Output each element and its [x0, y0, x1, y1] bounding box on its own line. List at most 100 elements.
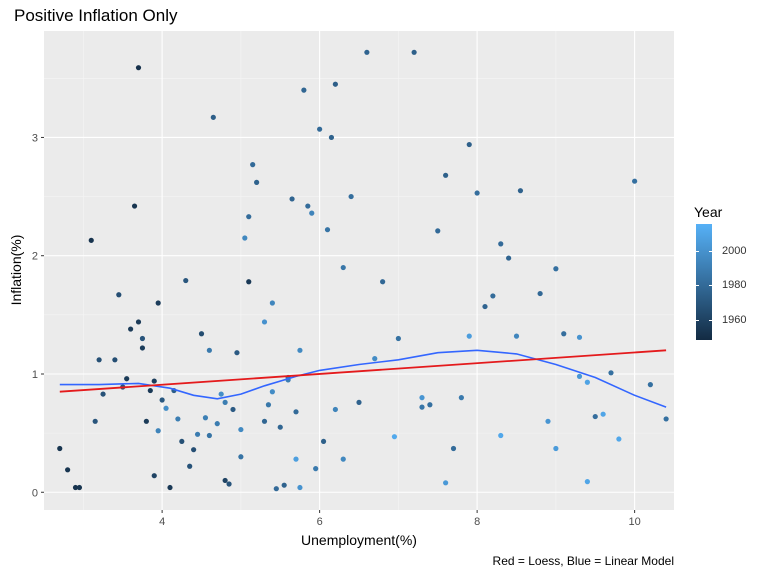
- scatter-point: [242, 235, 248, 241]
- fit-lines: [59, 349, 667, 408]
- scatter-point: [513, 333, 520, 339]
- scatter-point: [261, 418, 268, 424]
- scatter-point: [443, 172, 449, 178]
- scatter-point: [238, 454, 244, 460]
- scatter-point: [246, 214, 252, 220]
- scatter-point: [293, 456, 299, 462]
- scatter-point: [269, 300, 275, 306]
- scatter-point: [328, 134, 335, 141]
- scatter-point: [553, 266, 559, 272]
- scatter-point: [419, 404, 425, 410]
- scatter-point: [498, 241, 504, 247]
- scatter-point: [517, 188, 524, 194]
- scatter-point: [356, 399, 362, 405]
- scatter-point: [584, 479, 590, 485]
- scatter-point: [443, 480, 449, 486]
- scatter-point: [498, 432, 504, 439]
- scatter-point: [155, 428, 161, 434]
- legend-tick-mark: [696, 285, 699, 287]
- scatter-point: [320, 438, 327, 445]
- y-tick-label: 1: [32, 369, 38, 381]
- scatter-point: [187, 463, 193, 469]
- scatter-point: [139, 345, 146, 351]
- scatter-point: [450, 445, 457, 452]
- scatter-point: [151, 473, 157, 479]
- x-tick-label: 8: [474, 516, 480, 528]
- legend: Year 1960 1980 2000: [694, 204, 746, 340]
- scatter-point: [112, 357, 118, 363]
- scatter-point: [175, 416, 181, 422]
- scatter-point: [139, 335, 146, 342]
- scatter-point: [202, 415, 209, 421]
- scatter-point: [269, 389, 275, 395]
- scatter-point: [222, 477, 228, 484]
- scatter-point: [474, 190, 480, 196]
- scatter-point: [632, 178, 638, 184]
- chart-title: Positive Inflation Only: [14, 6, 178, 25]
- scatter-point: [391, 434, 398, 440]
- y-tick-label: 2: [32, 251, 38, 263]
- scatter-point: [553, 445, 559, 452]
- scatter-point: [297, 484, 303, 491]
- scatter-point: [206, 347, 212, 353]
- scatter-point: [364, 49, 370, 55]
- scatter-point: [246, 279, 252, 285]
- scatter-point: [124, 376, 130, 382]
- scatter-point: [395, 335, 401, 342]
- scatter-point: [592, 413, 598, 420]
- scatter-point: [155, 300, 161, 306]
- scatter-point: [317, 126, 323, 132]
- scatter-point: [600, 411, 606, 417]
- scatter-point: [313, 466, 319, 472]
- scatter-point: [147, 387, 153, 394]
- scatter-point: [210, 114, 216, 120]
- scatter-point: [340, 264, 346, 271]
- scatter-point: [131, 203, 138, 209]
- scatter-point: [116, 292, 122, 298]
- scatter-point: [466, 141, 472, 148]
- scatter-point: [305, 203, 311, 209]
- legend-colorbar: [696, 224, 712, 340]
- scatter-point: [324, 227, 331, 233]
- scatter-point: [135, 319, 142, 325]
- loess-curve: [59, 349, 667, 408]
- scatter-point: [576, 334, 583, 340]
- legend-tick-mark: [696, 251, 699, 253]
- scatter-point: [198, 331, 205, 337]
- scatter-point: [159, 397, 165, 403]
- scatter-point: [96, 357, 102, 363]
- chart-caption: Red = Loess, Blue = Linear Model: [492, 554, 674, 568]
- scatter-point: [411, 49, 417, 55]
- scatter-point: [490, 293, 496, 299]
- scatter-point: [261, 319, 268, 325]
- grid-major: [44, 31, 674, 510]
- legend-tick-mark: [709, 251, 712, 253]
- scatter-point: [458, 395, 464, 401]
- scatter-point: [466, 333, 472, 339]
- scatter-point: [88, 237, 94, 243]
- scatter-point: [372, 356, 378, 362]
- scatter-point: [506, 255, 512, 261]
- plot-panel: [44, 31, 674, 510]
- legend-title: Year: [694, 204, 723, 220]
- scatter-point: [234, 350, 240, 356]
- scatter-point: [427, 402, 433, 408]
- scatter-point: [76, 484, 83, 491]
- scatter-point: [238, 426, 244, 433]
- scatter-point: [584, 379, 590, 385]
- grid-minor: [44, 31, 674, 510]
- scatter-point: [230, 406, 236, 413]
- legend-tick-label: 2000: [722, 245, 747, 258]
- scatter-point: [222, 399, 228, 405]
- scatter-point: [348, 193, 354, 200]
- scatter-point: [194, 431, 201, 437]
- scatter-point: [435, 228, 441, 234]
- y-tick-label: 0: [32, 487, 38, 499]
- scatter-point: [191, 447, 197, 453]
- scatter-point: [183, 277, 189, 284]
- scatter-point: [92, 418, 98, 424]
- scatter-point: [265, 402, 272, 408]
- legend-tick-mark: [709, 319, 712, 321]
- legend-tick-label: 1980: [722, 279, 747, 292]
